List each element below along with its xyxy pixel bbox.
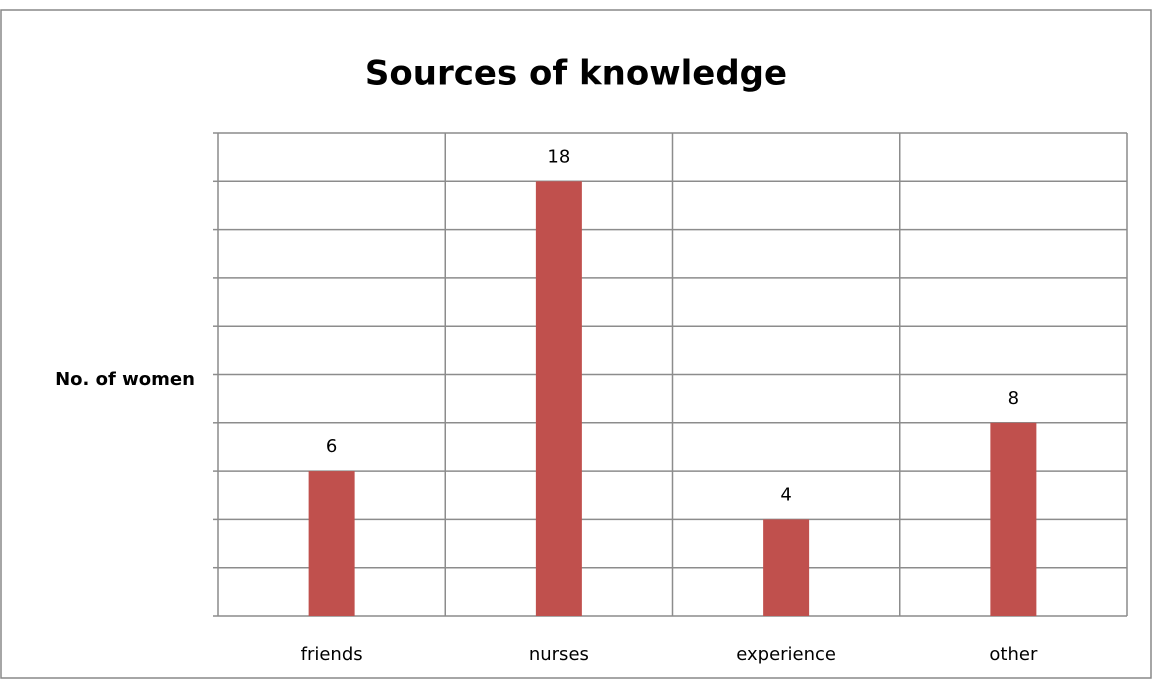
x-tick-label: other: [989, 644, 1038, 665]
bar: [308, 471, 355, 616]
data-label: 8: [1008, 388, 1019, 409]
bar: [763, 519, 810, 616]
data-label: 6: [326, 436, 337, 457]
data-label: 4: [780, 484, 791, 505]
data-label: 18: [547, 146, 570, 167]
x-tick-label: friends: [301, 644, 363, 665]
x-tick-label: experience: [736, 644, 836, 665]
chart-title: Sources of knowledge: [365, 54, 787, 94]
bar: [535, 181, 582, 617]
bar: [990, 422, 1037, 616]
x-tick-label: nurses: [529, 644, 589, 665]
y-axis-label: No. of women: [55, 369, 195, 390]
